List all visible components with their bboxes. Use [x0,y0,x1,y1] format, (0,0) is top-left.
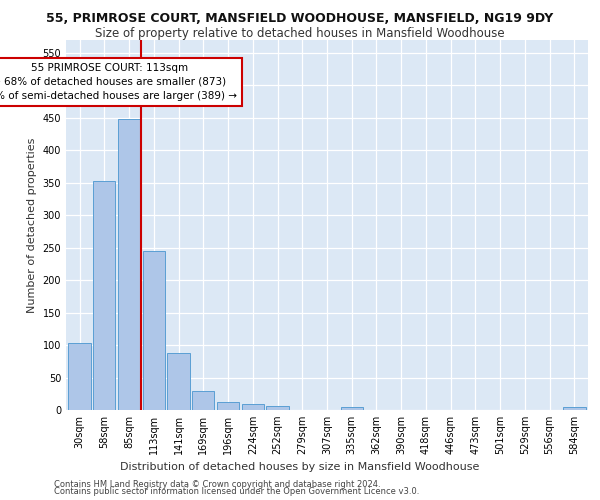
Bar [143,251,165,410]
Text: Contains HM Land Registry data © Crown copyright and database right 2024.: Contains HM Land Registry data © Crown c… [54,480,380,489]
Text: Size of property relative to detached houses in Mansfield Woodhouse: Size of property relative to detached ho… [95,28,505,40]
Text: 55, PRIMROSE COURT, MANSFIELD WOODHOUSE, MANSFIELD, NG19 9DY: 55, PRIMROSE COURT, MANSFIELD WOODHOUSE,… [46,12,554,26]
Y-axis label: Number of detached properties: Number of detached properties [27,138,37,312]
Text: Distribution of detached houses by size in Mansfield Woodhouse: Distribution of detached houses by size … [121,462,479,472]
Bar [192,390,214,410]
Bar [242,404,264,410]
Bar [118,119,140,410]
Bar [217,402,239,410]
Text: 55 PRIMROSE COURT: 113sqm
← 68% of detached houses are smaller (873)
30% of semi: 55 PRIMROSE COURT: 113sqm ← 68% of detac… [0,62,237,100]
Bar [266,406,289,410]
Bar [68,343,91,410]
Bar [167,353,190,410]
Bar [93,181,115,410]
Text: Contains public sector information licensed under the Open Government Licence v3: Contains public sector information licen… [54,487,419,496]
Bar [563,407,586,410]
Bar [341,407,363,410]
